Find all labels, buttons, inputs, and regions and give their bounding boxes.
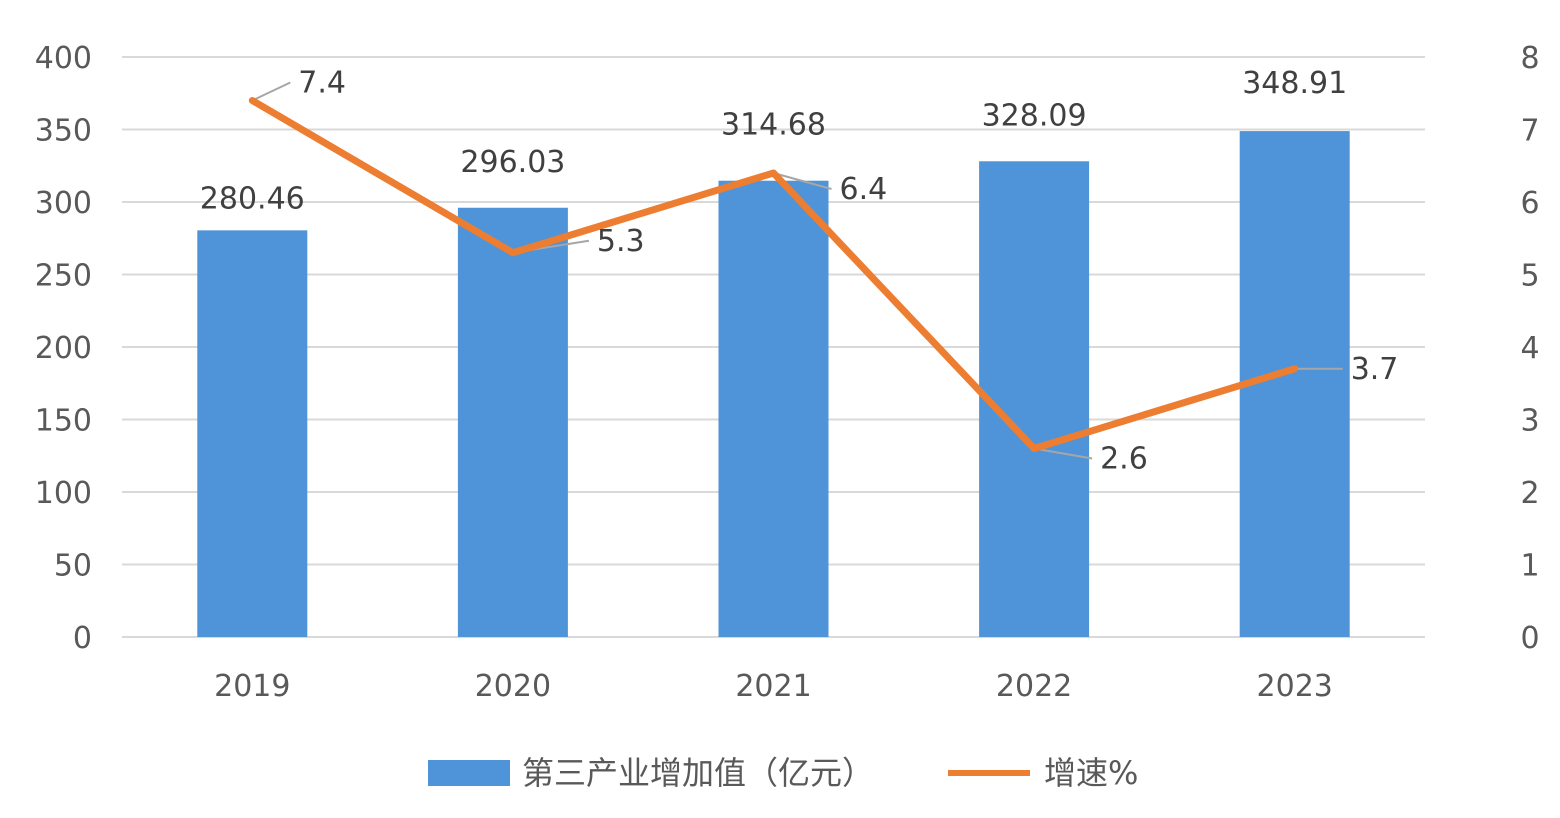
line-data-label: 6.4 [840, 172, 888, 207]
line-data-label: 3.7 [1351, 352, 1399, 387]
y-right-tick-label: 0 [1520, 621, 1539, 656]
y-right-tick-label: 8 [1520, 41, 1539, 76]
data-label-leader [1033, 447, 1093, 460]
bar-data-label: 296.03 [460, 145, 565, 180]
legend-bar-swatch [428, 760, 510, 786]
y-axis-left: 0 50 100 150 200 250 300 350 400 [35, 41, 92, 656]
bar [457, 207, 568, 637]
x-tick-label: 2020 [475, 669, 551, 704]
data-labels: 280.46 296.03 314.68 328.09 348.91 7.4 5.3 6.4 2… [200, 66, 1399, 477]
y-right-tick-label: 1 [1520, 549, 1539, 584]
y-right-tick-label: 2 [1520, 476, 1539, 511]
bar-data-label: 328.09 [982, 98, 1087, 133]
x-tick-label: 2022 [996, 669, 1072, 704]
y-left-tick-label: 200 [35, 331, 92, 366]
y-left-tick-label: 350 [35, 114, 92, 149]
line-point [1031, 445, 1038, 452]
x-axis: 2019 2020 2021 2022 2023 [214, 669, 1333, 704]
bar-data-label: 348.91 [1242, 66, 1347, 101]
x-tick-label: 2023 [1257, 669, 1333, 704]
y-right-tick-label: 4 [1520, 331, 1539, 366]
x-tick-label: 2019 [214, 669, 290, 704]
y-left-tick-label: 50 [54, 549, 92, 584]
y-left-tick-label: 0 [73, 621, 92, 656]
line-point [1291, 365, 1298, 372]
line-point [249, 97, 256, 104]
y-left-tick-label: 300 [35, 186, 92, 221]
y-axis-right: 0 1 2 3 4 5 6 7 8 [1520, 41, 1539, 656]
line-data-label: 2.6 [1100, 442, 1148, 477]
y-left-tick-label: 150 [35, 404, 92, 439]
legend-bar-label: 第三产业增加值（亿元） [522, 754, 874, 792]
line-series [248, 97, 1299, 452]
bar [718, 180, 829, 638]
bar [979, 161, 1090, 637]
x-tick-label: 2021 [735, 669, 811, 704]
data-label-leader [773, 172, 832, 190]
y-left-tick-label: 400 [35, 41, 92, 76]
bar [1239, 131, 1350, 637]
bar-series [197, 131, 1350, 638]
data-label-leader [251, 81, 291, 102]
y-right-tick-label: 5 [1520, 259, 1539, 294]
legend-line-label: 增速% [1044, 754, 1138, 792]
bar [197, 230, 308, 637]
legend: 第三产业增加值（亿元） 增速% [428, 754, 1138, 792]
bar-data-label: 314.68 [721, 108, 826, 143]
line-point [509, 249, 516, 256]
y-left-tick-label: 100 [35, 476, 92, 511]
y-right-tick-label: 3 [1520, 404, 1539, 439]
line-data-label: 7.4 [298, 66, 346, 101]
y-right-tick-label: 7 [1520, 114, 1539, 149]
line-data-label: 5.3 [597, 224, 645, 259]
y-right-tick-label: 6 [1520, 186, 1539, 221]
bar-data-label: 280.46 [200, 181, 305, 216]
line-point [770, 170, 777, 176]
y-left-tick-label: 250 [35, 259, 92, 294]
